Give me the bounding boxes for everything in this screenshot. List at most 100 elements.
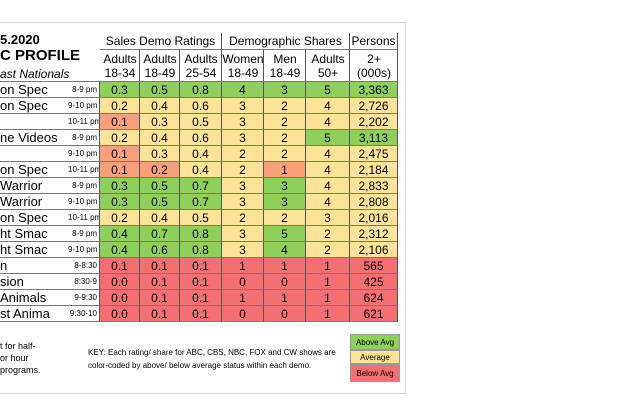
row-time: 9:30-10 xyxy=(68,306,100,322)
data-cell: 0.8 xyxy=(180,226,222,242)
data-cell: 2,726 xyxy=(350,98,398,114)
data-cell: 425 xyxy=(350,274,398,290)
data-cell: 0.3 xyxy=(140,114,180,130)
legend-item: Average xyxy=(350,350,400,364)
group-header: Persons xyxy=(350,33,398,50)
data-cell: 4 xyxy=(306,194,350,210)
data-cell: 2,312 xyxy=(350,226,398,242)
data-cell: 0 xyxy=(264,306,306,322)
data-cell: 0.8 xyxy=(180,82,222,98)
data-cell: 3,363 xyxy=(350,82,398,98)
data-cell: 624 xyxy=(350,290,398,306)
data-cell: 5 xyxy=(306,130,350,146)
data-cell: 0.8 xyxy=(180,242,222,258)
data-cell: 4 xyxy=(306,98,350,114)
group-header: Sales Demo Ratings xyxy=(100,33,222,50)
data-cell: 2,475 xyxy=(350,146,398,162)
data-cell: 2,106 xyxy=(350,242,398,258)
column-header: Adults xyxy=(103,52,137,66)
column-header: 18-49 xyxy=(227,66,259,80)
data-cell: 3 xyxy=(306,210,350,226)
data-cell: 0.0 xyxy=(100,290,140,306)
data-cell: 0.2 xyxy=(140,162,180,178)
data-cell: 2,184 xyxy=(350,162,398,178)
data-cell: 2 xyxy=(222,162,264,178)
data-cell: 2 xyxy=(264,98,306,114)
row-time: 9-9:30 xyxy=(68,290,100,306)
footnote: or hour xyxy=(0,353,29,363)
data-cell: 0.1 xyxy=(140,258,180,274)
data-cell: 0 xyxy=(264,274,306,290)
column-header: 2+ xyxy=(367,52,381,66)
data-cell: 0.7 xyxy=(180,178,222,194)
column-header: 50+ xyxy=(317,66,339,80)
data-cell: 1 xyxy=(306,258,350,274)
data-cell: 2,808 xyxy=(350,194,398,210)
row-name: ht Smac xyxy=(0,226,68,242)
column-header: Men xyxy=(273,52,297,66)
row-name xyxy=(0,146,68,162)
row-time: 8-9 pm xyxy=(68,226,100,242)
data-cell: 0.1 xyxy=(180,258,222,274)
data-cell: 3 xyxy=(222,114,264,130)
data-cell: 1 xyxy=(264,258,306,274)
data-cell: 2 xyxy=(222,146,264,162)
data-cell: 0.1 xyxy=(140,306,180,322)
data-cell: 0.4 xyxy=(140,130,180,146)
header-line: 5.2020 xyxy=(0,32,40,47)
row-time: 8:30-9 xyxy=(68,274,100,290)
data-cell: 0.1 xyxy=(140,274,180,290)
row-name: on Spec xyxy=(0,210,68,226)
data-cell: 4 xyxy=(306,178,350,194)
row-time: 8-9 pm xyxy=(68,178,100,194)
column-header: Adults xyxy=(311,52,345,66)
column-rule xyxy=(397,50,398,82)
legend-item: Below Avg xyxy=(350,364,400,382)
row-name: st Anima xyxy=(0,306,68,322)
data-cell: 1 xyxy=(264,290,306,306)
column-rule xyxy=(263,50,264,82)
footnote: programs. xyxy=(0,365,41,375)
data-cell: 1 xyxy=(222,258,264,274)
legend-item: Above Avg xyxy=(350,334,400,350)
row-name: n xyxy=(0,258,68,274)
column-rule xyxy=(221,50,222,82)
column-header: 18-34 xyxy=(104,66,136,80)
data-cell: 0.5 xyxy=(140,194,180,210)
data-cell: 1 xyxy=(306,306,350,322)
data-cell: 0.4 xyxy=(180,162,222,178)
data-cell: 0.6 xyxy=(180,130,222,146)
data-cell: 0.7 xyxy=(140,226,180,242)
data-cell: 2 xyxy=(264,146,306,162)
data-cell: 0.5 xyxy=(140,178,180,194)
row-time: 10-11 pm xyxy=(68,210,100,226)
group-header: Demographic Shares xyxy=(222,33,350,50)
data-cell: 3 xyxy=(222,226,264,242)
data-cell: 2,833 xyxy=(350,178,398,194)
data-cell: 0.7 xyxy=(180,194,222,210)
header-line: C PROFILE xyxy=(0,48,81,64)
data-cell: 4 xyxy=(222,82,264,98)
data-cell: 2 xyxy=(306,226,350,242)
column-rule xyxy=(349,50,350,82)
data-cell: 0.2 xyxy=(100,210,140,226)
data-cell: 0.6 xyxy=(180,98,222,114)
row-time: 9-10 pm xyxy=(68,194,100,210)
data-cell: 2 xyxy=(222,210,264,226)
column-header: 18-49 xyxy=(269,66,301,80)
data-cell: 0.1 xyxy=(100,162,140,178)
data-cell: 3 xyxy=(222,98,264,114)
row-time: 9-10 pm xyxy=(68,146,100,162)
data-cell: 4 xyxy=(306,146,350,162)
data-cell: 0.0 xyxy=(100,306,140,322)
data-cell: 3 xyxy=(222,242,264,258)
column-rule xyxy=(305,50,306,82)
data-cell: 1 xyxy=(264,162,306,178)
data-cell: 0.2 xyxy=(100,130,140,146)
column-rule xyxy=(139,50,140,82)
data-cell: 0.1 xyxy=(100,258,140,274)
data-cell: 3 xyxy=(222,178,264,194)
data-cell: 1 xyxy=(306,290,350,306)
data-cell: 2 xyxy=(264,210,306,226)
